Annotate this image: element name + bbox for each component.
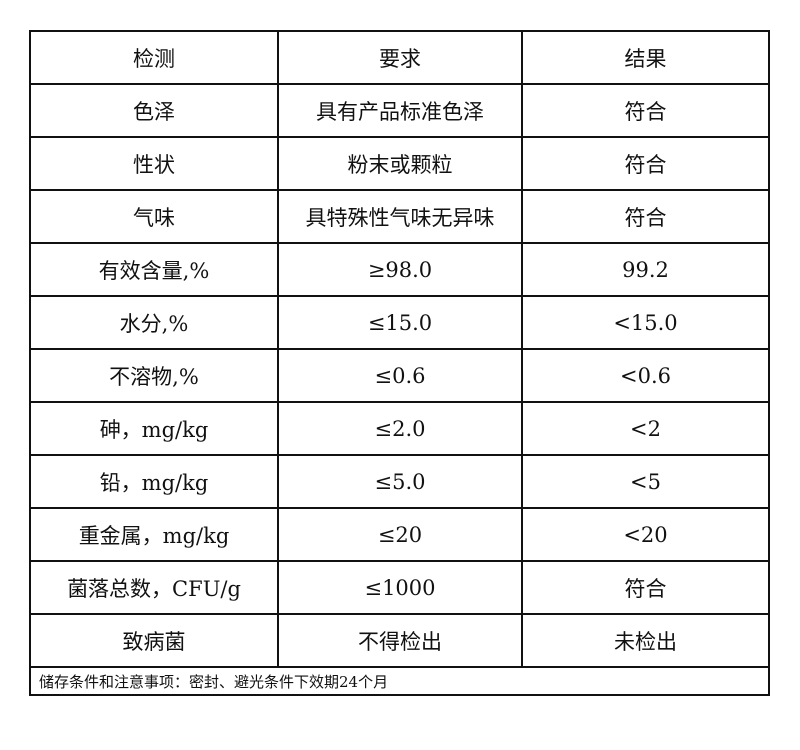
requirement-cell: ≤20	[277, 507, 523, 562]
result-cell: 符合	[521, 83, 770, 138]
requirement-cell: 具特殊性气味无异味	[277, 189, 523, 244]
table-row: 重金属，mg/kg ≤20 <20	[29, 507, 770, 562]
result-cell: <15.0	[521, 295, 770, 350]
header-result: 结果	[521, 30, 770, 85]
requirement-cell: ≤0.6	[277, 348, 523, 403]
requirement-cell: ≤5.0	[277, 454, 523, 509]
table-row: 不溶物,% ≤0.6 <0.6	[29, 348, 770, 403]
table-row: 菌落总数，CFU/g ≤1000 符合	[29, 560, 770, 615]
inspection-table: 检测 要求 结果 色泽 具有产品标准色泽 符合 性状 粉末或颗粒 符合 气味 具特殊性气味无异…	[29, 30, 770, 696]
result-cell: 未检出	[521, 613, 770, 668]
test-item-cell: 菌落总数，CFU/g	[29, 560, 279, 615]
test-item-cell: 砷，mg/kg	[29, 401, 279, 456]
result-cell: 99.2	[521, 242, 770, 297]
result-cell: 符合	[521, 189, 770, 244]
test-item-cell: 不溶物,%	[29, 348, 279, 403]
requirement-cell: 不得检出	[277, 613, 523, 668]
header-test: 检测	[29, 30, 279, 85]
test-item-cell: 水分,%	[29, 295, 279, 350]
result-cell: 符合	[521, 136, 770, 191]
result-cell: <0.6	[521, 348, 770, 403]
table-row: 色泽 具有产品标准色泽 符合	[29, 83, 770, 138]
requirement-cell: 粉末或颗粒	[277, 136, 523, 191]
requirement-cell: ≥98.0	[277, 242, 523, 297]
result-cell: <2	[521, 401, 770, 456]
table-row: 性状 粉末或颗粒 符合	[29, 136, 770, 191]
test-item-cell: 铅，mg/kg	[29, 454, 279, 509]
requirement-cell: 具有产品标准色泽	[277, 83, 523, 138]
table-row: 致病菌 不得检出 未检出	[29, 613, 770, 668]
table-row: 有效含量,% ≥98.0 99.2	[29, 242, 770, 297]
note-row: 储存条件和注意事项：密封、避光条件下效期24个月	[29, 666, 770, 696]
result-cell: <5	[521, 454, 770, 509]
header-requirement: 要求	[277, 30, 523, 85]
test-item-cell: 气味	[29, 189, 279, 244]
requirement-cell: ≤1000	[277, 560, 523, 615]
table-row: 气味 具特殊性气味无异味 符合	[29, 189, 770, 244]
test-item-cell: 重金属，mg/kg	[29, 507, 279, 562]
test-item-cell: 色泽	[29, 83, 279, 138]
result-cell: <20	[521, 507, 770, 562]
header-row: 检测 要求 结果	[29, 30, 770, 85]
result-cell: 符合	[521, 560, 770, 615]
test-item-cell: 致病菌	[29, 613, 279, 668]
test-item-cell: 有效含量,%	[29, 242, 279, 297]
requirement-cell: ≤15.0	[277, 295, 523, 350]
requirement-cell: ≤2.0	[277, 401, 523, 456]
table-row: 铅，mg/kg ≤5.0 <5	[29, 454, 770, 509]
storage-note: 储存条件和注意事项：密封、避光条件下效期24个月	[29, 666, 770, 696]
test-item-cell: 性状	[29, 136, 279, 191]
table-row: 砷，mg/kg ≤2.0 <2	[29, 401, 770, 456]
table-row: 水分,% ≤15.0 <15.0	[29, 295, 770, 350]
